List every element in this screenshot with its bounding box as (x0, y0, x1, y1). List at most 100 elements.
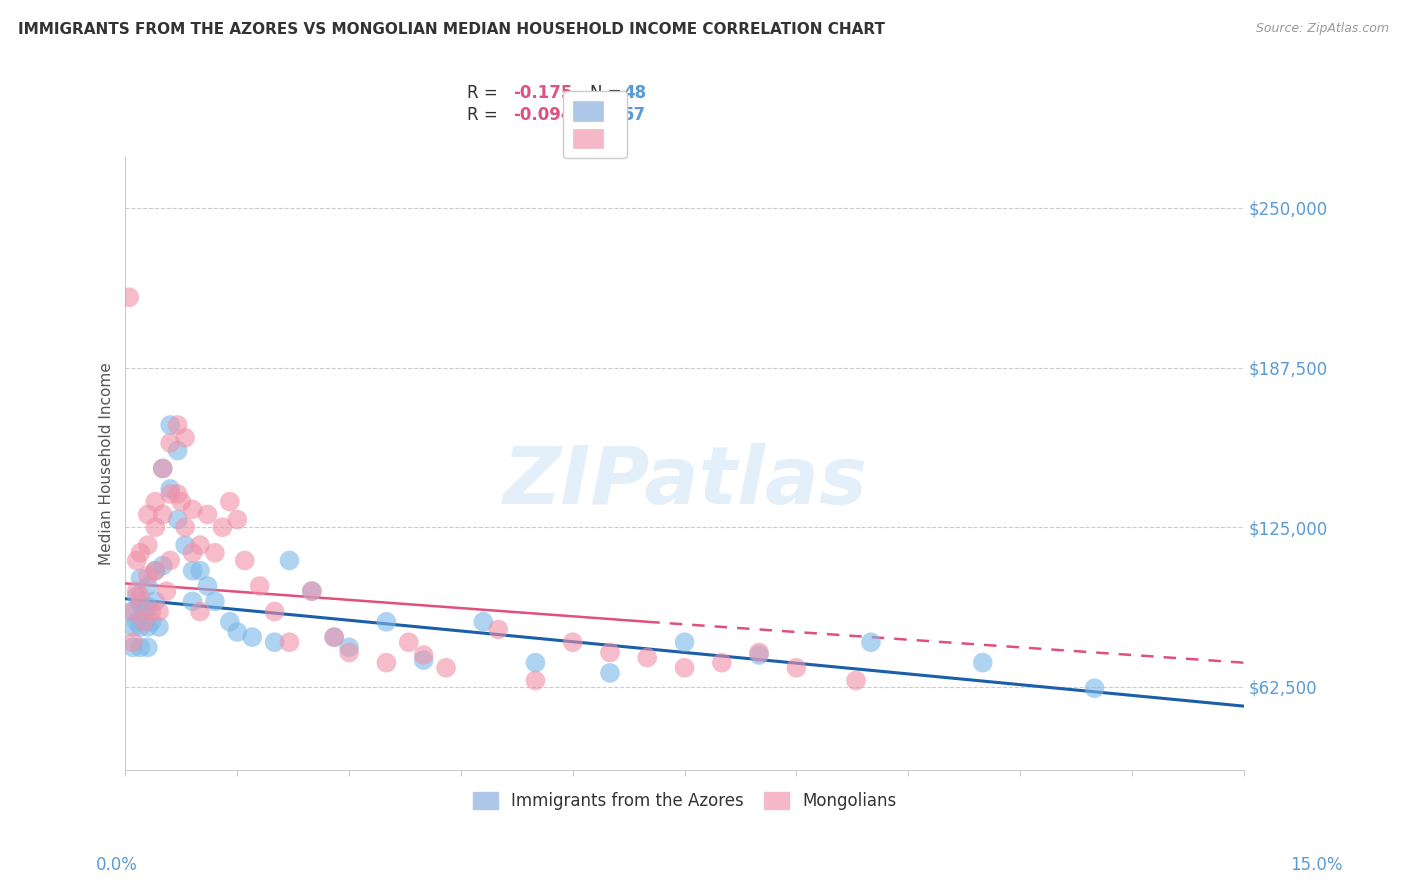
Point (188, 564, 211, 578)
Point (204, 546, 226, 560)
Point (120, 605, 142, 619)
Text: ZIPatlas: ZIPatlas (502, 442, 868, 521)
Point (148, 605, 170, 619)
Point (152, 508, 174, 522)
Point (136, 599, 159, 614)
Point (412, 648, 434, 662)
Point (129, 597, 152, 611)
Point (673, 635, 696, 649)
Point (218, 494, 240, 508)
Point (166, 443, 188, 458)
Point (375, 615, 398, 629)
Point (486, 623, 509, 637)
Point (122, 620, 145, 634)
Point (152, 558, 174, 573)
Point (170, 494, 193, 508)
Point (524, 656, 547, 670)
Point (141, 615, 163, 629)
Point (143, 564, 166, 578)
Text: R =: R = (467, 85, 508, 103)
Point (174, 431, 197, 445)
Point (118, 290, 141, 304)
Point (148, 620, 170, 634)
Point (197, 508, 219, 522)
Point (136, 568, 159, 582)
Point (211, 520, 233, 534)
Text: 15.0%: 15.0% (1291, 856, 1343, 874)
Text: -0.094: -0.094 (513, 106, 574, 124)
Text: N =: N = (589, 85, 627, 103)
Legend: Immigrants from the Azores, Mongolians: Immigrants from the Azores, Mongolians (465, 785, 903, 817)
Text: 0.0%: 0.0% (96, 856, 138, 874)
Point (859, 635, 882, 649)
Point (152, 461, 174, 475)
Point (159, 417, 181, 432)
Point (845, 673, 868, 688)
Point (263, 605, 285, 619)
Point (233, 553, 256, 567)
Point (152, 461, 174, 475)
Point (166, 417, 188, 432)
Point (155, 584, 177, 599)
Point (143, 564, 166, 578)
Text: -0.175: -0.175 (513, 85, 572, 103)
Point (125, 553, 148, 567)
Point (136, 538, 159, 552)
Point (143, 594, 166, 608)
Point (132, 605, 155, 619)
Point (141, 605, 163, 619)
Point (398, 635, 420, 649)
Point (166, 512, 188, 526)
Point (226, 512, 249, 526)
Point (136, 508, 159, 522)
Point (159, 482, 181, 496)
Text: 48: 48 (623, 85, 647, 103)
Point (188, 538, 211, 552)
Point (129, 546, 152, 560)
Point (472, 615, 495, 629)
Point (188, 605, 211, 619)
Text: IMMIGRANTS FROM THE AZORES VS MONGOLIAN MEDIAN HOUSEHOLD INCOME CORRELATION CHAR: IMMIGRANTS FROM THE AZORES VS MONGOLIAN … (18, 22, 886, 37)
Text: R =: R = (467, 106, 502, 124)
Point (337, 640, 360, 655)
Point (122, 635, 145, 649)
Point (143, 520, 166, 534)
Point (125, 584, 148, 599)
Point (434, 661, 457, 675)
Point (136, 620, 159, 634)
Point (710, 656, 733, 670)
Y-axis label: Median Household Income: Median Household Income (100, 362, 114, 565)
Point (249, 579, 271, 593)
Point (129, 620, 152, 634)
Point (197, 579, 219, 593)
Point (181, 546, 204, 560)
Point (122, 640, 145, 655)
Text: 57: 57 (623, 106, 647, 124)
Point (748, 648, 770, 662)
Point (125, 615, 148, 629)
Point (301, 584, 323, 599)
Point (375, 656, 398, 670)
Point (323, 630, 346, 644)
Point (599, 645, 621, 659)
Point (323, 630, 346, 644)
Point (1083, 681, 1105, 696)
Point (278, 553, 301, 567)
Point (181, 502, 204, 516)
Point (263, 635, 285, 649)
Point (143, 494, 166, 508)
Point (226, 625, 249, 640)
Point (132, 615, 155, 629)
Point (301, 584, 323, 599)
Point (636, 650, 658, 665)
Point (561, 635, 583, 649)
Point (136, 640, 159, 655)
Point (181, 564, 204, 578)
Point (278, 635, 301, 649)
Point (136, 579, 159, 593)
Point (972, 656, 994, 670)
Point (174, 520, 197, 534)
Point (129, 589, 152, 603)
Point (129, 640, 152, 655)
Point (125, 589, 148, 603)
